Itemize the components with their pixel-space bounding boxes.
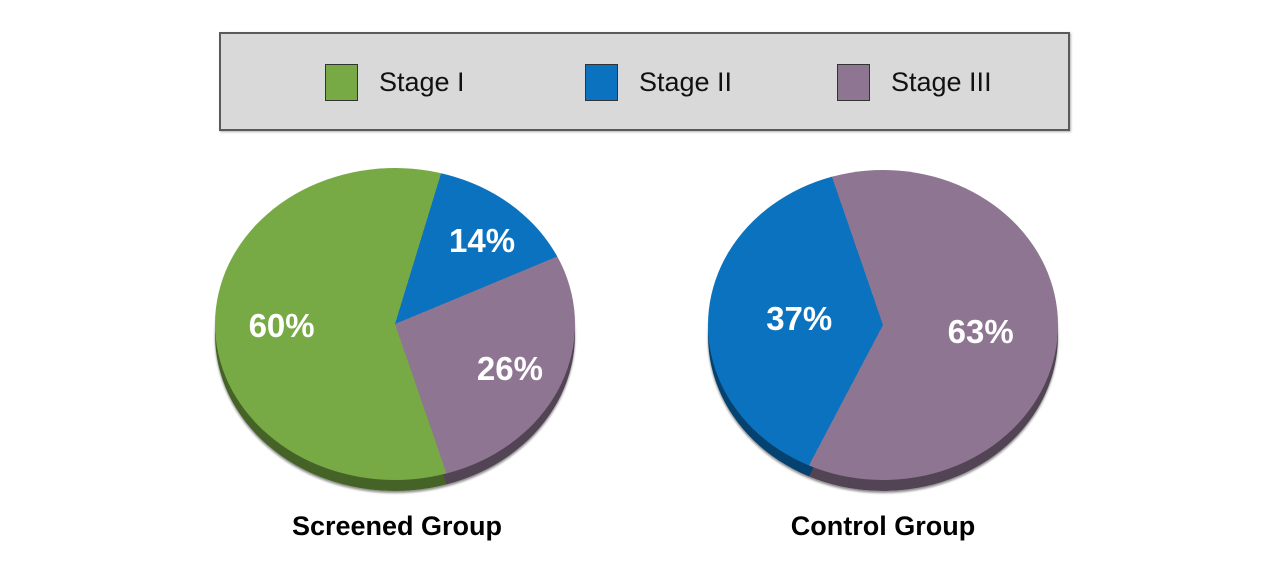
legend-item-stage-2: Stage II (585, 62, 732, 102)
legend-item-stage-3: Stage III (837, 62, 992, 102)
pie-title-screened-group: Screened Group (291, 511, 503, 541)
pie-chart-screened-group: 14% 26% 60% (215, 168, 575, 491)
legend-box: Stage I Stage II Stage III (219, 32, 1070, 131)
pie-slice-label: 14% (449, 221, 516, 259)
stage-1-swatch-icon (325, 63, 358, 101)
legend-item-stage-1: Stage I (325, 62, 465, 102)
pie-slice-label: 60% (248, 306, 315, 344)
pie-slice-label: 63% (947, 312, 1014, 350)
legend-label-stage-2: Stage II (639, 66, 733, 97)
pie-slice-label: 37% (766, 300, 833, 338)
pie-surface (708, 170, 1058, 480)
pie-surface (215, 168, 575, 480)
stage-3-swatch-icon (837, 63, 870, 101)
legend-label-stage-3: Stage III (891, 66, 992, 97)
legend-label-stage-1: Stage I (379, 66, 465, 97)
pie-title-control-group: Control Group (790, 511, 976, 541)
pie-slice-label: 26% (476, 349, 543, 387)
stage-2-swatch-icon (585, 63, 618, 101)
pie-chart-control-group: 63% 37% (708, 170, 1058, 491)
